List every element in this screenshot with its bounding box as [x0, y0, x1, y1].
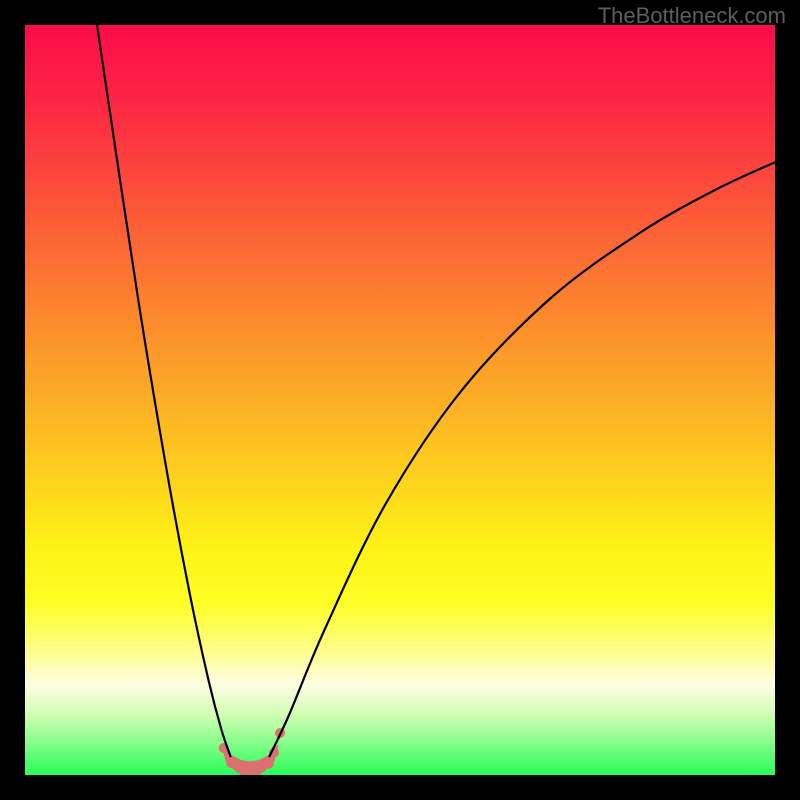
attribution-label: TheBottleneck.com: [598, 3, 786, 29]
marker-dot: [226, 758, 236, 768]
bottleneck-chart: [25, 25, 775, 775]
plot-area: [25, 25, 775, 775]
gradient-background: [25, 25, 775, 775]
marker-dot: [264, 759, 274, 769]
chart-frame: TheBottleneck.com: [0, 0, 800, 800]
